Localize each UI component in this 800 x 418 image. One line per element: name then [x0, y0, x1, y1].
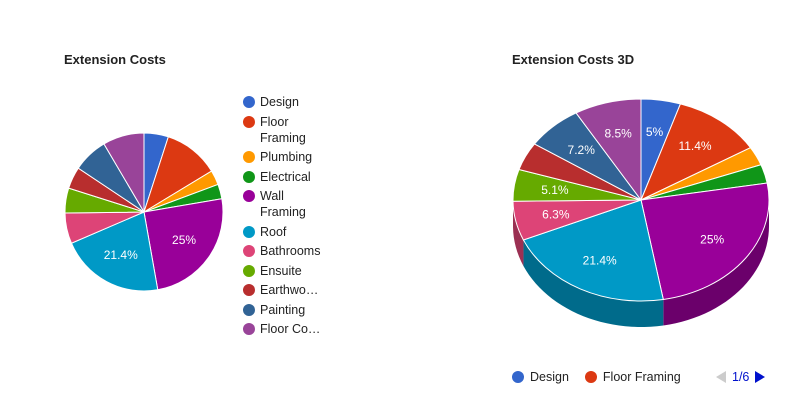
legend-item-electrical[interactable]: Electrical: [243, 169, 353, 185]
legend-dot: [512, 371, 524, 383]
page-indicator: 1/6: [732, 370, 750, 384]
legend-label: Wall Framing: [260, 189, 306, 219]
legend-dot: [243, 96, 255, 108]
pie3d-slice-floor-framing[interactable]: [640, 103, 752, 202]
legend-label: Design: [530, 370, 569, 384]
pie-slice-roof[interactable]: [70, 211, 159, 292]
legend-dot: [243, 190, 255, 202]
data-label-3d-roof: 21.4%: [583, 253, 617, 267]
pie3d-side-wall-framing: [663, 200, 769, 326]
data-label-roof: 21.4%: [104, 248, 138, 262]
legend-label: Ensuite: [260, 263, 302, 278]
legend-label: Bathrooms: [260, 244, 321, 258]
legend-item-floor-framing[interactable]: Floor Framing: [243, 114, 353, 146]
legend-item-wall-framing[interactable]: Wall Framing: [243, 188, 353, 220]
chart-title-3d: Extension Costs 3D: [512, 52, 635, 67]
legend-item-roof[interactable]: Roof: [243, 224, 353, 240]
legend-label: Electrical: [260, 169, 311, 184]
data-label-3d-bathrooms: 6.3%: [542, 207, 570, 221]
legend-right: Design Floor Framing Plumbing Electrical Wal…: [243, 94, 353, 341]
pie3d-side-bathrooms: [513, 201, 524, 266]
legend-label: Painting: [260, 302, 306, 317]
legend-dot: [243, 245, 255, 257]
pie3d-slice-wall-framing[interactable]: [640, 182, 770, 301]
legend-label: Floor Framing: [602, 370, 681, 384]
legend-item-design[interactable]: Design: [512, 370, 569, 384]
legend-item-floor-coverings[interactable]: Floor Co…: [243, 321, 353, 337]
legend-item-bathrooms[interactable]: Bathrooms: [243, 243, 353, 259]
pie-slice-wall-framing[interactable]: [143, 198, 224, 291]
legend-item-floor-framing[interactable]: Floor Framing: [584, 370, 681, 384]
legend-bottom: Design Floor Framing: [512, 370, 697, 384]
legend-dot: [243, 284, 255, 296]
legend-item-design[interactable]: Design: [243, 94, 353, 110]
pie3d-side-roof: [523, 239, 664, 327]
legend-dot: [584, 371, 597, 383]
next-page-icon[interactable]: [755, 371, 766, 383]
legend-dot: [243, 151, 255, 163]
chart-title: Extension Costs: [64, 52, 166, 67]
legend-label: Floor Co…: [260, 322, 321, 336]
legend-label: Plumbing: [260, 150, 313, 164]
data-label-3d-floor-coverings: 8.5%: [604, 127, 632, 141]
data-label-3d-wall-framing: 25%: [700, 233, 724, 247]
legend-label: Roof: [260, 224, 287, 239]
legend-dot: [243, 225, 255, 238]
legend-item-plumbing[interactable]: Plumbing: [243, 149, 353, 165]
legend-dot: [243, 303, 255, 316]
pie3d-slice-floor-coverings[interactable]: [575, 98, 642, 202]
data-label-3d-ensuite: 5.1%: [541, 183, 569, 197]
legend-label: Earthwo…: [260, 283, 319, 297]
previous-page-icon[interactable]: [716, 371, 726, 383]
legend-dot: [243, 264, 255, 277]
pie3d-slice-roof[interactable]: [522, 199, 664, 302]
pie-slice-floor-coverings[interactable]: [103, 132, 145, 214]
legend-pager: 1/6: [716, 370, 766, 384]
legend-item-ensuite[interactable]: Ensuite: [243, 263, 353, 279]
legend-dot: [243, 170, 255, 183]
legend-label: Design: [260, 95, 299, 109]
legend-dot: [243, 115, 255, 128]
data-label-3d-floor-framing: 11.4%: [678, 139, 711, 153]
legend-item-painting[interactable]: Painting: [243, 302, 353, 318]
data-label-3d-painting: 7.2%: [568, 143, 596, 157]
data-label-wall-framing: 25%: [172, 233, 196, 247]
legend-dot: [243, 323, 255, 335]
data-label-3d-design: 5%: [646, 125, 664, 139]
legend-label: Floor Framing: [260, 114, 306, 145]
legend-item-earthworks[interactable]: Earthwo…: [243, 282, 353, 298]
